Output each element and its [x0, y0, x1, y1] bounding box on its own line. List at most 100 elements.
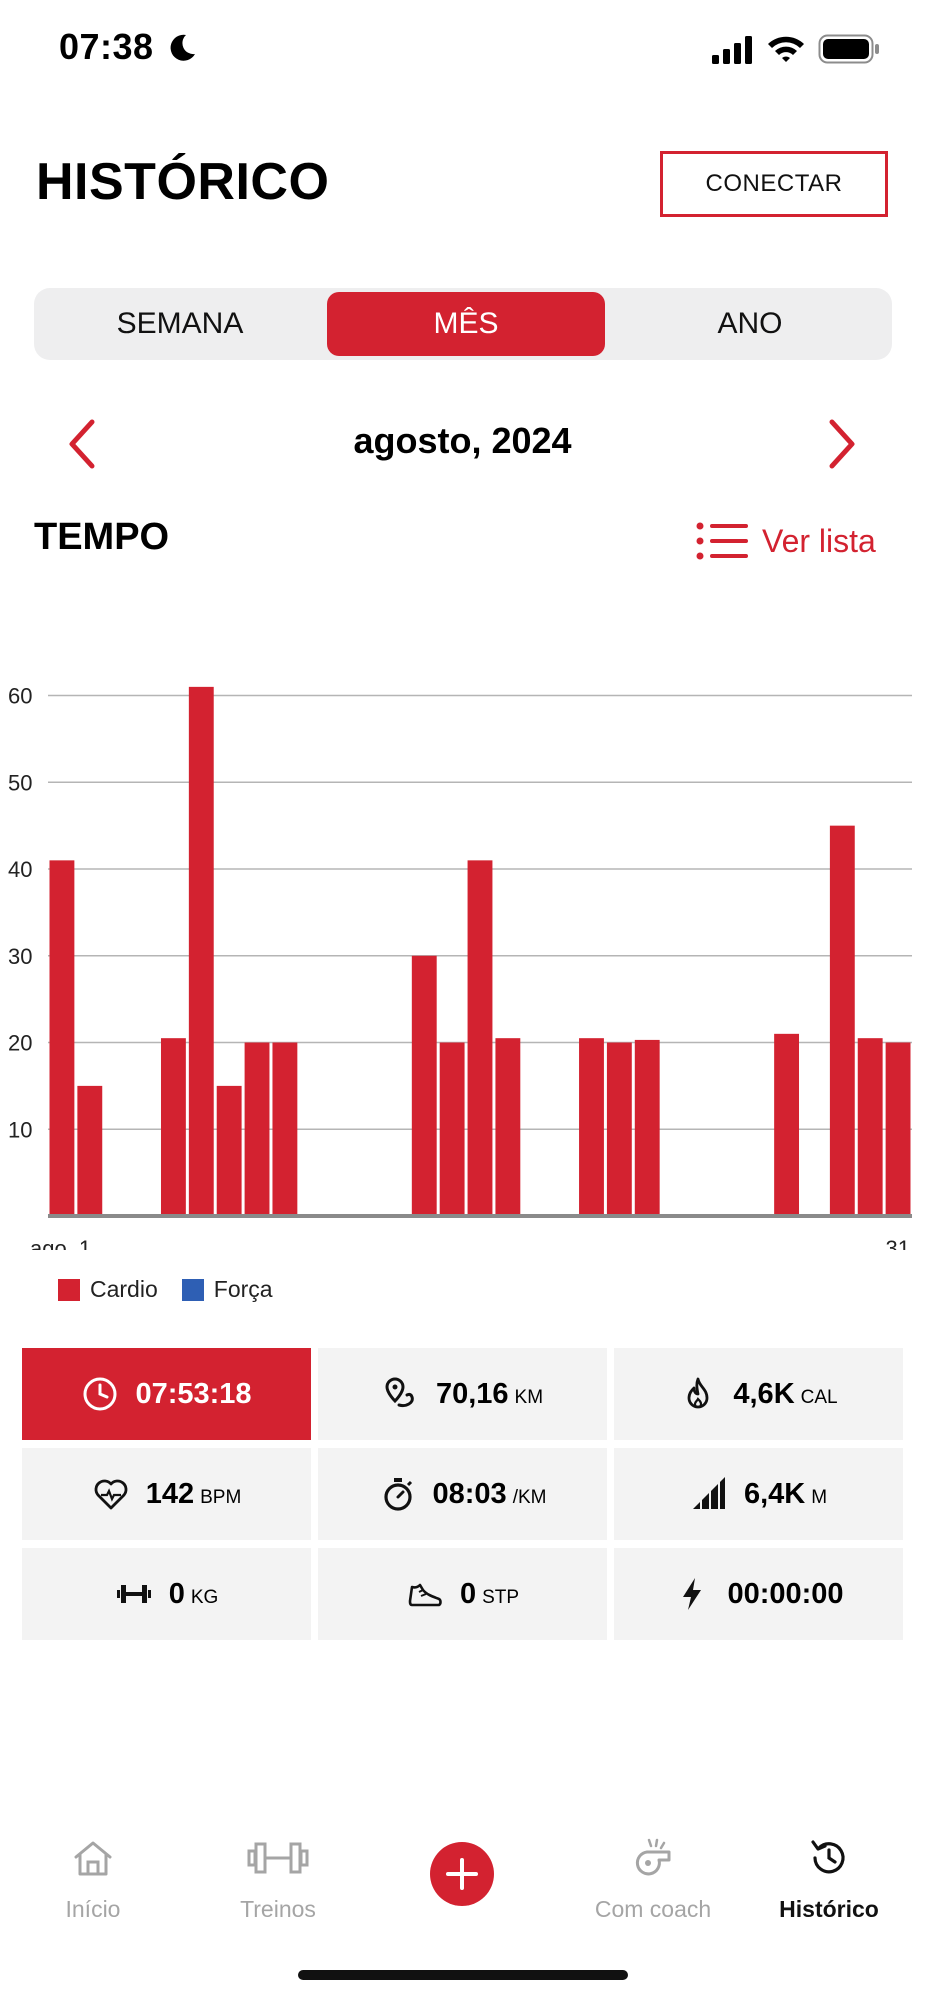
tab-bar: Início Treinos Com coach: [0, 1820, 925, 1970]
stat-heart-rate-value: 142: [145, 1477, 195, 1510]
time-bar-chart: 10 20 30 40 50 60 ago. 1 31: [8, 684, 912, 1250]
stat-weight-value: 0: [168, 1577, 185, 1610]
stat-weight[interactable]: 0 KG: [22, 1548, 311, 1640]
stat-steps[interactable]: 0 STP: [318, 1548, 607, 1640]
bar-cardio: [411, 955, 437, 1216]
bar-cardio: [579, 1038, 604, 1216]
tab-inicio[interactable]: Início: [8, 1836, 178, 1923]
tab-treinos-label: Treinos: [240, 1896, 316, 1922]
month-label: agosto, 2024: [353, 420, 572, 461]
shoe-icon: [408, 1583, 442, 1607]
y-tick-label: 40: [8, 857, 32, 882]
legend-swatch-cardio: [58, 1278, 80, 1301]
legend-label-cardio: Cardio: [90, 1276, 158, 1302]
stat-weight-unit: KG: [190, 1587, 219, 1608]
wifi-icon: [768, 36, 804, 62]
section-title: TEMPO: [34, 516, 170, 558]
tab-semana[interactable]: SEMANA: [116, 307, 244, 340]
heart-rate-icon: [94, 1479, 128, 1510]
stat-heart-rate[interactable]: 142 BPM: [22, 1448, 311, 1540]
tab-treinos[interactable]: Treinos: [193, 1836, 363, 1923]
stat-pace-value: 08:03: [432, 1477, 507, 1510]
tab-mes[interactable]: MÊS: [327, 292, 605, 356]
bar-cardio: [774, 1033, 800, 1216]
tab-historico-label: Histórico: [779, 1896, 879, 1922]
legend-label-forca: Força: [213, 1276, 273, 1302]
bar-cardio: [634, 1039, 660, 1216]
bar-cardio: [49, 860, 75, 1216]
route-icon: [385, 1377, 414, 1407]
history-icon: [811, 1840, 845, 1874]
status-bar: 07:38: [0, 0, 925, 100]
y-tick-label: 50: [8, 770, 32, 795]
whistle-icon: [635, 1838, 671, 1876]
bar-cardio: [885, 1042, 911, 1216]
stat-elevation[interactable]: 6,4K M: [614, 1448, 903, 1540]
legend-swatch-forca: [181, 1278, 204, 1301]
stat-distance[interactable]: 70,16 KM: [318, 1348, 607, 1440]
flame-icon: [687, 1377, 709, 1409]
stat-steps-unit: STP: [482, 1587, 520, 1608]
stat-pace[interactable]: 08:03 /KM: [318, 1448, 607, 1540]
stat-duration-value: 07:53:18: [135, 1377, 252, 1410]
bar-cardio: [244, 1042, 270, 1216]
stat-calories[interactable]: 4,6K CAL: [614, 1348, 903, 1440]
dumbbell-icon: [247, 1842, 309, 1874]
dumbbell-icon: [116, 1585, 151, 1603]
bar-cardio: [857, 1038, 883, 1216]
y-tick-label: 30: [8, 944, 32, 969]
bar-cardio: [829, 825, 855, 1216]
y-tick-label: 10: [8, 1117, 32, 1142]
bar-cardio: [216, 1085, 242, 1216]
bar-cardio: [467, 860, 493, 1216]
bar-cardio: [77, 1085, 103, 1216]
lightning-icon: [683, 1578, 702, 1610]
stat-elevation-unit: M: [811, 1487, 828, 1508]
bar-cardio: [495, 1038, 521, 1216]
tab-inicio-label: Início: [65, 1896, 121, 1922]
bar-cardio: [439, 1042, 465, 1216]
stat-distance-value: 70,16: [435, 1377, 509, 1410]
page-title: HISTÓRICO: [36, 153, 330, 211]
battery-icon: [818, 34, 879, 64]
home-indicator: [298, 1970, 628, 1980]
moon-icon: [170, 34, 195, 61]
status-time: 07:38: [59, 26, 154, 67]
y-tick-label: 20: [8, 1031, 32, 1056]
stat-calories-value: 4,6K: [733, 1377, 795, 1410]
list-icon: [696, 522, 748, 560]
view-list-link[interactable]: Ver lista: [696, 516, 876, 566]
bar-cardio: [188, 686, 214, 1216]
bar-cardio: [160, 1038, 186, 1216]
stat-pace-unit: /KM: [512, 1487, 547, 1508]
tab-historico[interactable]: Histórico: [744, 1836, 914, 1923]
legend-item-forca: Força: [181, 1276, 273, 1303]
bar-cardio: [606, 1042, 632, 1216]
x-tick-label: ago. 1: [30, 1236, 91, 1250]
clock-icon: [83, 1377, 117, 1411]
period-selector: SEMANA MÊS ANO: [34, 288, 892, 360]
tab-com-coach-label: Com coach: [594, 1896, 712, 1922]
bar-cardio: [272, 1042, 298, 1216]
stat-heart-rate-unit: BPM: [200, 1487, 242, 1508]
tab-com-coach[interactable]: Com coach: [568, 1836, 738, 1923]
home-icon: [74, 1841, 112, 1876]
legend-item-cardio: Cardio: [58, 1276, 158, 1303]
add-workout-button[interactable]: [430, 1842, 494, 1906]
tab-ano[interactable]: ANO: [717, 307, 783, 340]
stat-distance-unit: KM: [514, 1387, 544, 1408]
elevation-icon: [692, 1477, 725, 1509]
plus-icon: [446, 1858, 478, 1890]
stat-elevation-value: 6,4K: [743, 1477, 806, 1510]
stat-power-value: 00:00:00: [727, 1577, 844, 1610]
stopwatch-icon: [383, 1478, 412, 1511]
x-tick-label: 31: [886, 1236, 910, 1250]
connect-button[interactable]: CONECTAR: [660, 151, 888, 217]
signal-icon: [712, 36, 752, 64]
stat-calories-unit: CAL: [800, 1387, 838, 1408]
chevron-right-icon[interactable]: [822, 414, 862, 474]
stat-duration[interactable]: 07:53:18: [22, 1348, 311, 1440]
chevron-left-icon[interactable]: [62, 414, 102, 474]
stat-steps-value: 0: [459, 1577, 477, 1610]
stat-power[interactable]: 00:00:00: [614, 1548, 903, 1640]
